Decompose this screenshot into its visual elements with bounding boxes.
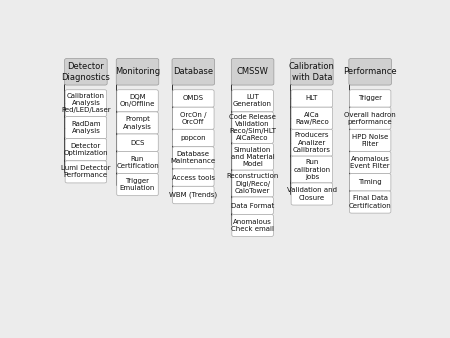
FancyBboxPatch shape xyxy=(349,107,391,129)
Text: Anomalous
Event Filter: Anomalous Event Filter xyxy=(350,156,390,169)
FancyBboxPatch shape xyxy=(172,107,214,129)
FancyBboxPatch shape xyxy=(172,129,214,147)
FancyBboxPatch shape xyxy=(172,58,215,85)
Text: WBM (Trends): WBM (Trends) xyxy=(169,192,217,198)
Text: HLT: HLT xyxy=(306,95,318,101)
FancyBboxPatch shape xyxy=(65,58,107,85)
Text: popcon: popcon xyxy=(180,135,206,141)
Text: Trigger
Emulation: Trigger Emulation xyxy=(120,178,155,191)
FancyBboxPatch shape xyxy=(232,214,273,237)
FancyBboxPatch shape xyxy=(291,129,333,156)
FancyBboxPatch shape xyxy=(65,139,107,161)
FancyBboxPatch shape xyxy=(117,151,158,173)
FancyBboxPatch shape xyxy=(117,173,158,196)
FancyBboxPatch shape xyxy=(349,90,391,107)
FancyBboxPatch shape xyxy=(117,90,158,112)
Text: Prompt
Analysis: Prompt Analysis xyxy=(123,116,152,129)
FancyBboxPatch shape xyxy=(232,143,273,170)
Text: Final Data
Certification: Final Data Certification xyxy=(349,195,392,209)
FancyBboxPatch shape xyxy=(291,58,333,85)
Text: Data Format: Data Format xyxy=(231,203,274,209)
FancyBboxPatch shape xyxy=(231,58,274,85)
Text: LUT
Generation: LUT Generation xyxy=(233,94,272,107)
FancyBboxPatch shape xyxy=(172,169,214,186)
Text: DQM
On/Offline: DQM On/Offline xyxy=(120,94,155,107)
Text: Run
Certification: Run Certification xyxy=(116,156,159,169)
Text: Trigger: Trigger xyxy=(358,95,382,101)
Text: Reconstruction
Digi/Reco/
CaloTower: Reconstruction Digi/Reco/ CaloTower xyxy=(226,173,279,194)
Text: Performance: Performance xyxy=(343,67,397,76)
Text: RadDam
Analysis: RadDam Analysis xyxy=(71,121,101,134)
FancyBboxPatch shape xyxy=(117,134,158,151)
Text: Monitoring: Monitoring xyxy=(115,67,160,76)
Text: Database: Database xyxy=(173,67,213,76)
FancyBboxPatch shape xyxy=(349,191,391,213)
Text: Code Release
Validation
Reco/Sim/HLT
AlCaReco: Code Release Validation Reco/Sim/HLT AlC… xyxy=(229,114,276,142)
Text: Lumi Detector
Performance: Lumi Detector Performance xyxy=(61,165,111,178)
FancyBboxPatch shape xyxy=(172,186,214,204)
FancyBboxPatch shape xyxy=(65,161,107,183)
Text: DCS: DCS xyxy=(130,140,145,146)
FancyBboxPatch shape xyxy=(232,112,273,143)
FancyBboxPatch shape xyxy=(291,107,333,129)
FancyBboxPatch shape xyxy=(116,58,159,85)
Text: Calibration
Analysis
Ped/LED/Laser: Calibration Analysis Ped/LED/Laser xyxy=(61,93,111,114)
Text: Overall hadron
performance: Overall hadron performance xyxy=(344,112,396,125)
FancyBboxPatch shape xyxy=(232,170,273,197)
FancyBboxPatch shape xyxy=(65,90,107,117)
Text: Database
Maintenance: Database Maintenance xyxy=(171,151,216,164)
FancyBboxPatch shape xyxy=(117,112,158,134)
Text: AlCa
Raw/Reco: AlCa Raw/Reco xyxy=(295,112,329,125)
Text: Access tools: Access tools xyxy=(172,175,215,180)
FancyBboxPatch shape xyxy=(291,90,333,107)
Text: HPD Noise
Filter: HPD Noise Filter xyxy=(352,134,388,147)
FancyBboxPatch shape xyxy=(349,151,391,173)
Text: Timing: Timing xyxy=(358,179,382,185)
Text: OMDS: OMDS xyxy=(183,95,204,101)
Text: Run
calibration
jobs: Run calibration jobs xyxy=(293,159,330,180)
FancyBboxPatch shape xyxy=(349,58,392,85)
FancyBboxPatch shape xyxy=(65,117,107,139)
FancyBboxPatch shape xyxy=(172,90,214,107)
FancyBboxPatch shape xyxy=(232,90,273,112)
Text: Detector
Optimization: Detector Optimization xyxy=(63,143,108,156)
FancyBboxPatch shape xyxy=(291,156,333,183)
Text: Calibration
with Data: Calibration with Data xyxy=(289,62,335,82)
Text: Simulation
and Material
Model: Simulation and Material Model xyxy=(231,146,274,167)
FancyBboxPatch shape xyxy=(291,183,333,205)
FancyBboxPatch shape xyxy=(232,197,273,214)
Text: Producers
Analizer
Calibrators: Producers Analizer Calibrators xyxy=(293,132,331,153)
Text: Anomalous
Check email: Anomalous Check email xyxy=(231,219,274,232)
FancyBboxPatch shape xyxy=(349,129,391,151)
FancyBboxPatch shape xyxy=(172,147,214,169)
Text: OrcOn /
OrcOff: OrcOn / OrcOff xyxy=(180,112,207,125)
Text: CMSSW: CMSSW xyxy=(237,67,269,76)
Text: Validation and
Closure: Validation and Closure xyxy=(287,187,337,201)
Text: Detector
Diagnostics: Detector Diagnostics xyxy=(62,62,110,82)
FancyBboxPatch shape xyxy=(349,173,391,191)
